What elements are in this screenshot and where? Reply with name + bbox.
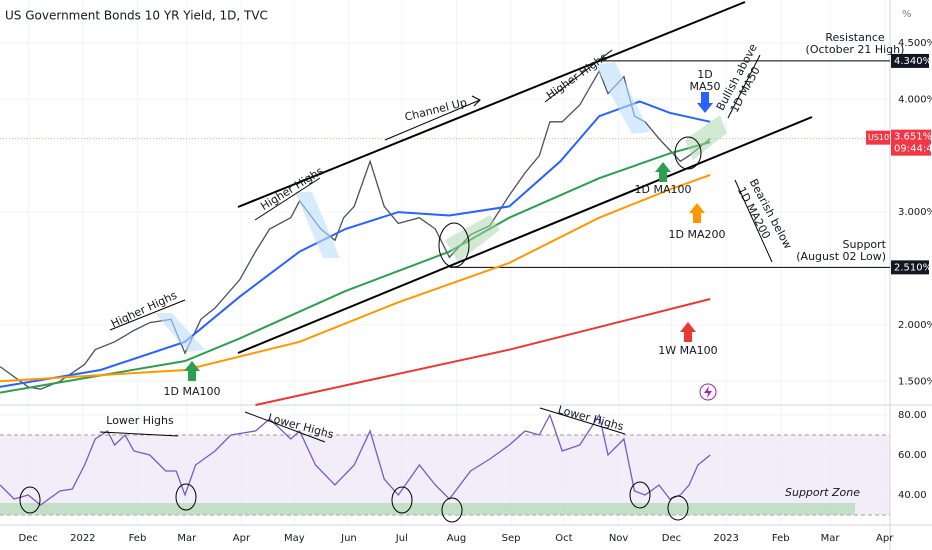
drawings [19, 1, 813, 523]
support-zone [0, 503, 855, 515]
annotation: (October 21 High) [806, 43, 905, 56]
trend-arrow [244, 411, 326, 443]
trend-arrow [539, 407, 626, 435]
shade-box [445, 215, 500, 262]
y-tick-label: 80.00 [898, 410, 927, 421]
unit-label: % [902, 9, 912, 20]
trend-arrow [471, 95, 481, 107]
annotation: (August 02 Low) [796, 250, 886, 263]
arrow-down [697, 92, 713, 113]
channel-bottom [237, 116, 813, 354]
x-tick-label: Oct [555, 533, 572, 544]
x-tick-label: Nov [609, 533, 629, 544]
arrow-up [184, 361, 200, 381]
series-line [255, 298, 711, 406]
annotation: 1D MA100 [635, 183, 692, 196]
circle-mark [441, 497, 463, 523]
x-tick-label: Sep [502, 533, 521, 544]
x-tick-label: Mar [821, 533, 841, 544]
annotation: Resistance [825, 31, 885, 44]
arrow-up [689, 203, 705, 223]
trend-arrow [727, 54, 761, 119]
circle-mark [629, 481, 651, 509]
top-layer: Dec 2022 Feb Mar Apr May Jun Jul Aug Sep Oct Nov Dec… [19, 38, 932, 544]
y-tick-label: 4.500% [898, 38, 932, 49]
annotation: 1D MA100 [164, 385, 221, 398]
annotation: Support [843, 238, 887, 251]
annotation: 1D MA200 [669, 228, 726, 241]
x-tick-label: Jul [395, 533, 408, 544]
x-tick-label: Jun [340, 533, 357, 544]
arrow-up [680, 322, 696, 342]
annotation: 1D [697, 68, 712, 81]
level-box [891, 260, 929, 275]
circle-mark [438, 222, 470, 268]
series-line [0, 413, 711, 506]
x-tick-label: Aug [447, 533, 467, 544]
x-tick-label: Feb [772, 533, 790, 544]
price-tag [866, 130, 890, 145]
circle-mark [175, 483, 197, 511]
x-tick-label: 2022 [70, 533, 95, 544]
level-box [891, 53, 929, 68]
level-label: 4.340% [894, 56, 932, 67]
level-label: 2.510% [894, 262, 932, 273]
circle-mark [391, 486, 413, 514]
x-tick-label: May [284, 533, 305, 544]
y-tick-label: 1.500% [898, 376, 932, 387]
shade-box [595, 62, 650, 134]
y-tick-label: 40.00 [898, 490, 927, 501]
x-tick-label: Apr [876, 533, 894, 544]
zone-label: Support Zone [785, 486, 860, 499]
countdown-label: 09:44:43 [894, 144, 932, 155]
series-line [0, 141, 711, 394]
trend-arrow [99, 431, 179, 437]
circle-mark [674, 136, 702, 170]
x-tick-label: Dec [662, 533, 681, 544]
x-tick-label: Feb [129, 533, 147, 544]
price-box [891, 129, 931, 156]
trend-arrow [109, 299, 186, 331]
y-tick-label: 3.000% [898, 207, 932, 218]
x-tick-label: Dec [19, 533, 38, 544]
annotation: MA50 [689, 80, 720, 93]
channel-top [237, 1, 746, 208]
shade-box [295, 192, 340, 258]
trend-arrow [384, 99, 481, 141]
trend-arrow [254, 177, 321, 221]
x-tick-label: Mar [177, 533, 197, 544]
x-tick-label: Apr [233, 533, 251, 544]
shade-box [685, 115, 727, 160]
series-line [0, 173, 711, 383]
chart-title: US Government Bonds 10 YR Yield, 1D, TVC [5, 9, 268, 23]
annotation: 1W MA100 [658, 344, 717, 357]
y-tick-label: 4.000% [898, 94, 932, 105]
price-tag-name: US10Y [868, 133, 894, 142]
price-label: 3.651% [894, 132, 932, 143]
y-tick-label: 60.00 [898, 450, 927, 461]
trend-arrow [544, 49, 613, 103]
shade-box [155, 313, 205, 352]
circle-mark [19, 486, 41, 514]
x-tick-label: 2023 [713, 533, 738, 544]
y-tick-label: 2.000% [898, 320, 932, 331]
circle-mark [667, 495, 689, 521]
annotation: Lower Highs [106, 414, 174, 427]
trend-arrow [734, 179, 773, 263]
event-icon [704, 386, 712, 398]
arrow-up [655, 162, 671, 182]
